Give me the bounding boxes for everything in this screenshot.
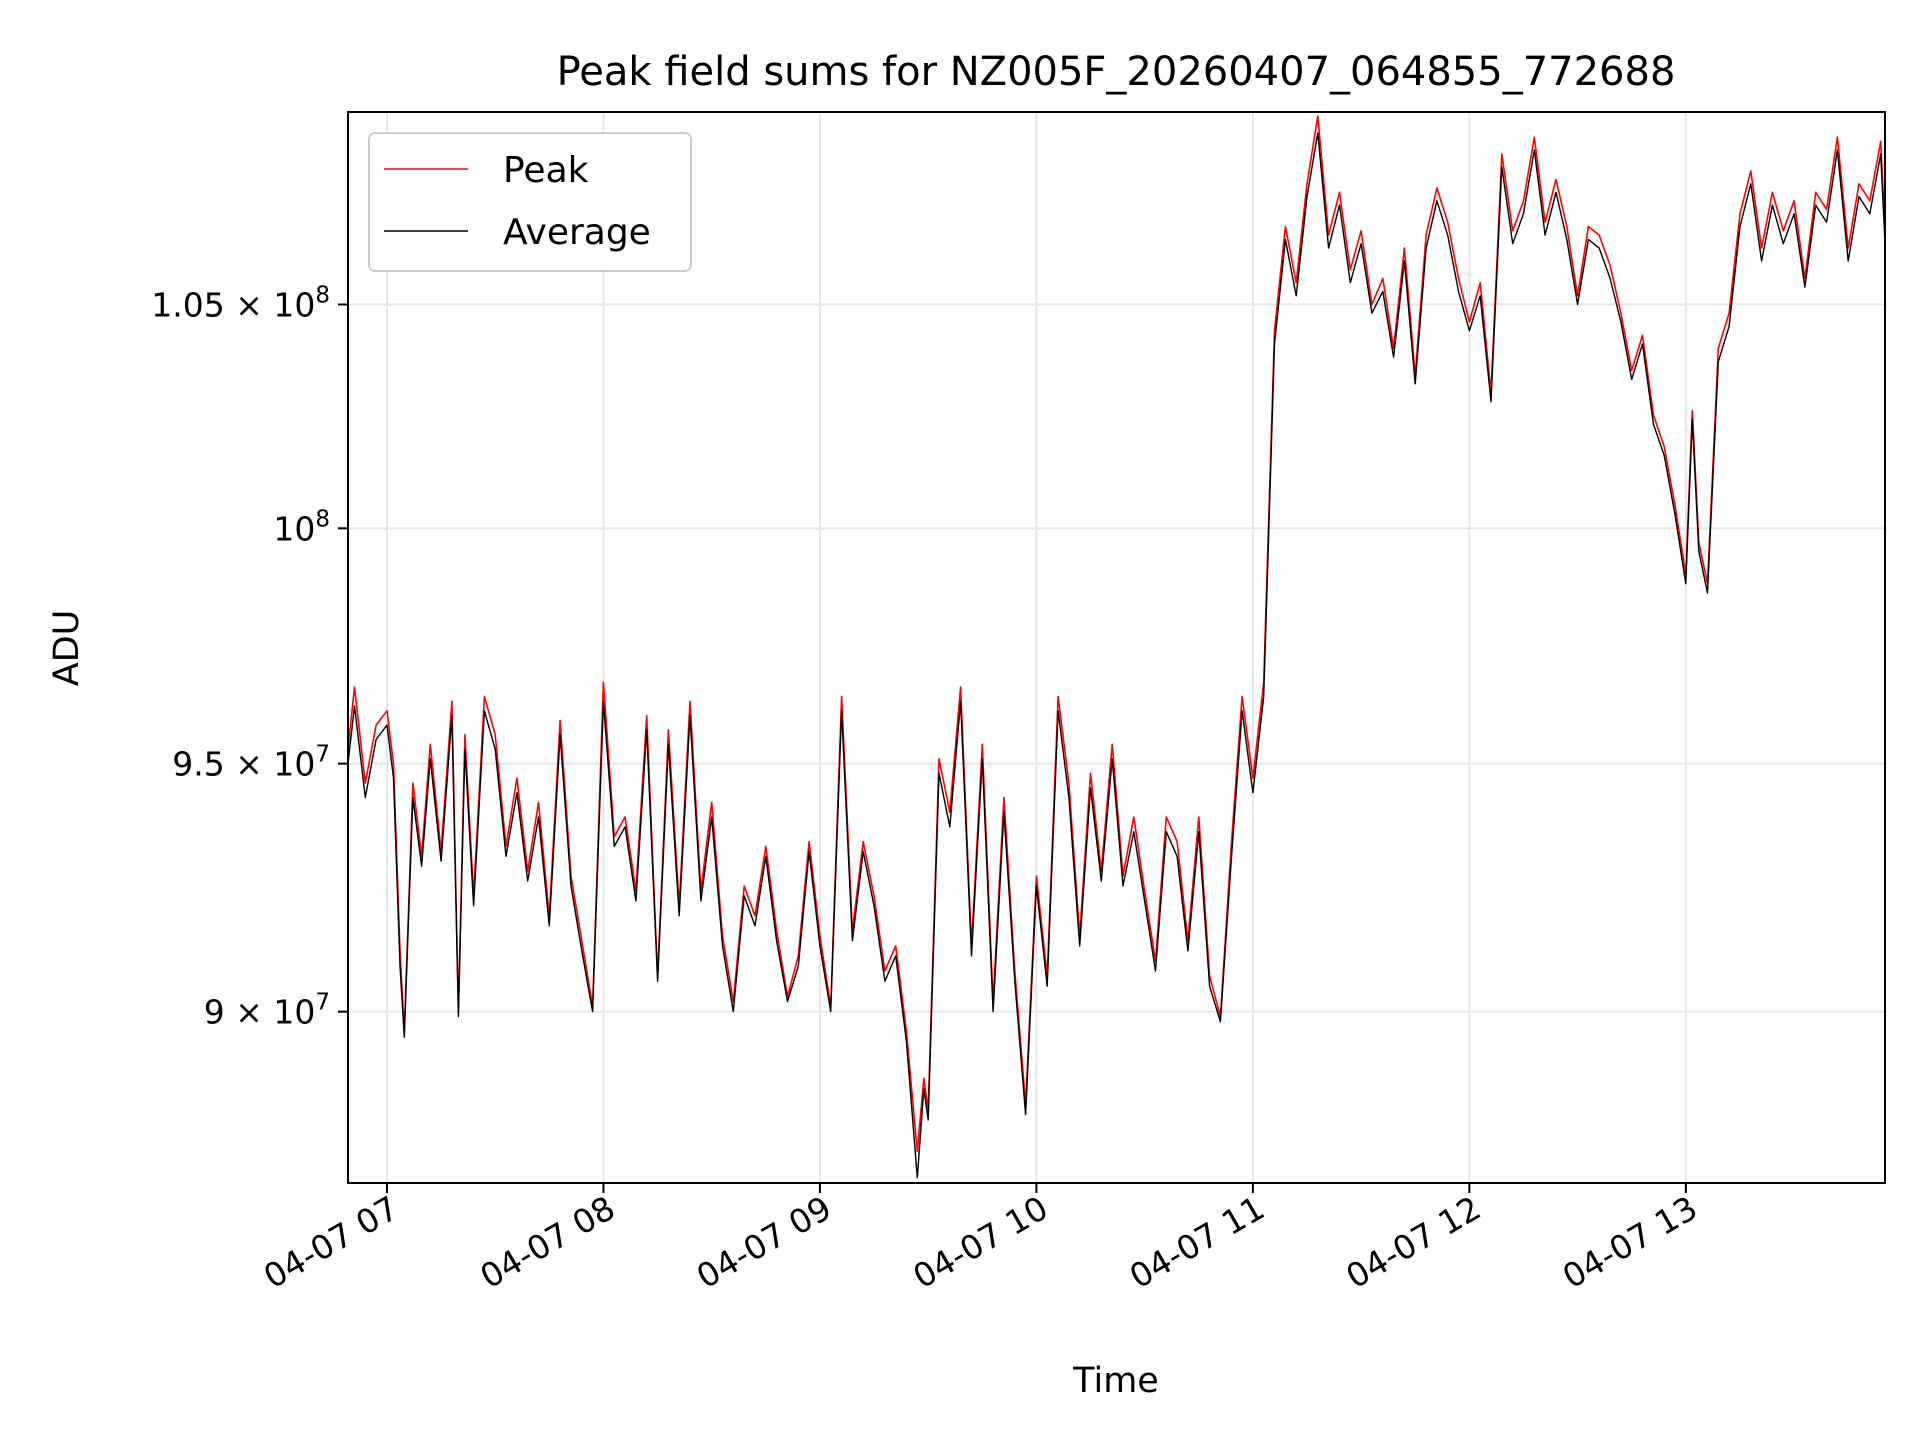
chart-title: Peak field sums for NZ005F_20260407_0648…: [557, 49, 1676, 95]
series-line-average: [347, 132, 1886, 1179]
y-axis-ticks: 9 × 107 9.5 × 107 108 1.05 × 108: [151, 283, 348, 1032]
y-tick-label-2: 108: [273, 506, 330, 548]
series-layer: [347, 115, 1886, 1179]
y-tick-label-0: 9 × 107: [204, 990, 330, 1032]
legend-frame: [368, 132, 692, 272]
y-axis-label: ADU: [47, 610, 87, 687]
series-line-peak: [347, 115, 1886, 1153]
y-tick-label-3: 1.05 × 108: [151, 283, 330, 325]
plot-area-frame: [347, 111, 1886, 1184]
legend: Peak Average: [368, 132, 692, 272]
x-axis-label: Time: [1072, 1361, 1159, 1401]
y-tick-label-1: 9.5 × 107: [172, 742, 330, 784]
grid: [348, 112, 1885, 1183]
legend-label-average: Average: [503, 212, 651, 253]
legend-label-peak: Peak: [503, 150, 589, 191]
